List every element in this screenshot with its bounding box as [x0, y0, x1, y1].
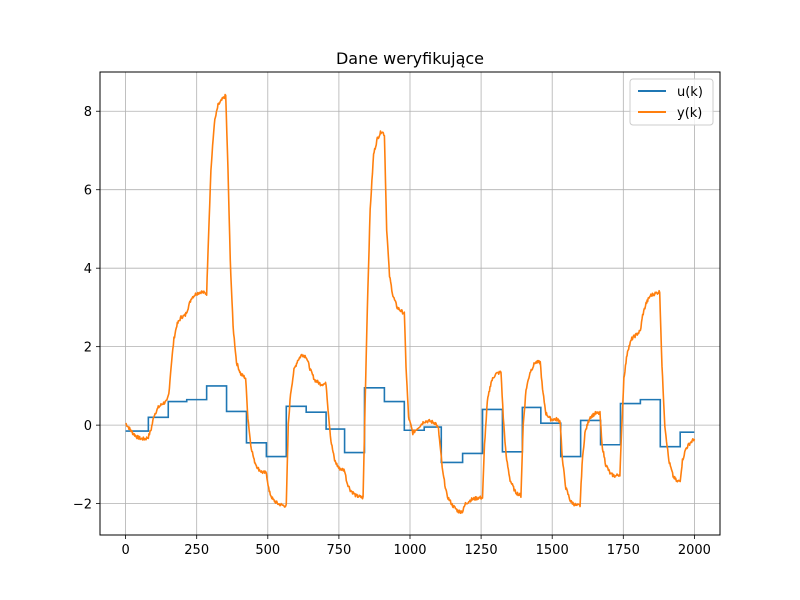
x-tick-label: 1000	[393, 543, 426, 558]
x-tick-label: 1750	[607, 543, 640, 558]
x-tick-label: 750	[326, 543, 351, 558]
series-line-y	[125, 93, 696, 515]
axis-ticks: 0 250 500 750 1000 1250 1500 1750 2000 −2 0 2 4 6 8	[73, 105, 711, 558]
y-tick-label: 4	[84, 262, 92, 277]
grid	[100, 72, 720, 535]
y-tick-label: 2	[84, 341, 92, 356]
y-tick-label: 8	[84, 105, 92, 120]
x-tick-label: 250	[184, 543, 209, 558]
y-tick-label: 6	[84, 184, 92, 199]
x-tick-label: 500	[255, 543, 280, 558]
y-tick-label: 0	[84, 419, 92, 434]
y-tick-label: −2	[73, 498, 92, 513]
legend-label-y: y(k)	[677, 106, 702, 121]
x-tick-label: 1500	[536, 543, 569, 558]
plot-frame	[99, 71, 721, 536]
x-tick-label: 0	[121, 543, 129, 558]
plot-series	[125, 93, 696, 515]
x-tick-label: 2000	[678, 543, 711, 558]
chart-title: Dane weryfikujące	[336, 49, 484, 68]
x-tick-label: 1250	[465, 543, 498, 558]
legend-label-u: u(k)	[677, 85, 703, 100]
legend: u(k) y(k)	[629, 78, 714, 126]
